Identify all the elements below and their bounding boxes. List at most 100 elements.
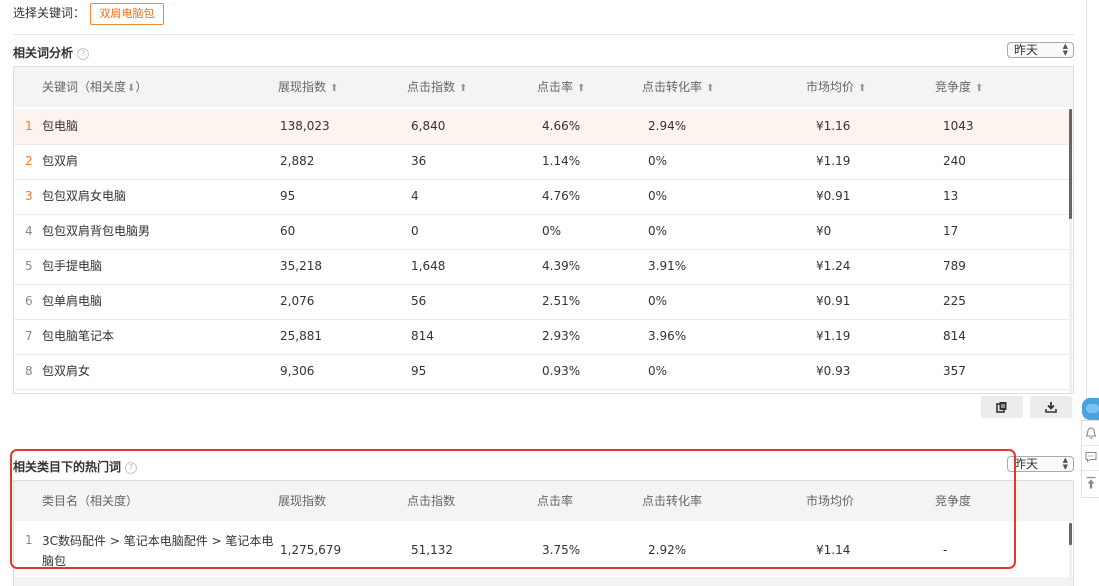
table-row[interactable]: 5 包手提电脑 35,218 1,648 4.39% 3.91% ¥1.24 789 [14, 249, 1073, 285]
row-ctr: 4.76% [542, 189, 581, 203]
bell-icon[interactable] [1085, 426, 1097, 440]
col-ctr[interactable]: 点击率 ⬆ [537, 67, 585, 109]
related-words-title: 相关词分析? [13, 44, 90, 61]
related-words-period-select[interactable]: 昨天 ▲ ▼ [1007, 42, 1074, 58]
copy-button[interactable] [981, 396, 1023, 418]
help-icon[interactable]: ? [125, 462, 138, 474]
sort-up-icon: ⬆ [858, 83, 867, 94]
col-price-label: 市场均价 [806, 80, 855, 94]
col-impressions[interactable]: 展现指数 ⬆ [278, 67, 338, 109]
period-select-value: 昨天 [1014, 457, 1039, 471]
scrollbar-track[interactable] [1069, 523, 1072, 586]
row-price: ¥1.14 [816, 543, 851, 557]
related-words-title-text: 相关词分析 [13, 46, 74, 60]
row-cvr: 2.92% [648, 543, 687, 557]
back-to-top-icon[interactable] [1085, 476, 1097, 490]
row-keyword: 包手提电脑 [42, 259, 103, 273]
col-competition[interactable]: 竞争度 ⬆ [935, 67, 983, 109]
table-row[interactable]: 7 包电脑笔记本 25,881 814 2.93% 3.96% ¥1.19 814 [14, 319, 1073, 355]
row-clicks: 4 [411, 189, 419, 203]
scrollbar-thumb[interactable] [1069, 523, 1072, 545]
row-cvr: 2.94% [648, 119, 687, 133]
row-rank: 1 [25, 533, 33, 547]
col-price: 市场均价 [806, 494, 855, 508]
row-impressions: 60 [280, 224, 296, 238]
table-row[interactable]: 8 包双肩女 9,306 95 0.93% 0% ¥0.93 357 [14, 354, 1073, 390]
keyword-selector-label: 选择关键词： [13, 6, 86, 20]
row-clicks: 56 [411, 294, 427, 308]
row-rank: 2 [25, 154, 33, 168]
row-rank: 4 [25, 224, 33, 238]
table-header: 关键词（相关度⬇） 展现指数 ⬆ 点击指数 ⬆ 点击率 ⬆ 点击转化率 ⬆ 市场均价 ⬆ … [14, 67, 1073, 107]
table-row[interactable]: 2 包双肩 2,882 36 1.14% 0% ¥1.19 240 [14, 144, 1073, 180]
row-category-line2: 脑包 [42, 554, 67, 568]
sort-up-icon: ⬆ [706, 83, 715, 94]
row-keyword: 包包双肩背包电脑男 [42, 224, 151, 238]
row-rank: 8 [25, 364, 33, 378]
divider [1082, 445, 1099, 446]
row-keyword: 包单肩电脑 [42, 294, 103, 308]
col-price[interactable]: 市场均价 ⬆ [806, 67, 866, 109]
row-ctr: 4.66% [542, 119, 581, 133]
row-impressions: 2,882 [280, 154, 315, 168]
row-cvr: 3.96% [648, 329, 687, 343]
download-button[interactable] [1030, 396, 1072, 418]
row-clicks: 95 [411, 364, 427, 378]
row-competition: 13 [943, 189, 959, 203]
row-competition: 1043 [943, 119, 974, 133]
row-price: ¥1.19 [816, 154, 851, 168]
row-clicks: 51,132 [411, 543, 453, 557]
copy-icon [996, 402, 1007, 413]
row-competition: 814 [943, 329, 966, 343]
row-category: 3C数码配件 > 笔记本电脑配件 > 笔记本电 脑包 [42, 531, 273, 571]
col-impressions: 展现指数 [278, 494, 327, 508]
row-cvr: 3.91% [648, 259, 687, 273]
scrollbar-thumb[interactable] [1069, 109, 1072, 219]
col-clicks: 点击指数 [407, 494, 456, 508]
side-toolbar [1081, 420, 1099, 498]
col-clicks[interactable]: 点击指数 ⬆ [407, 67, 467, 109]
row-cvr: 0% [648, 364, 668, 378]
row-impressions: 1,275,679 [280, 543, 342, 557]
table-row-partial [14, 577, 1073, 586]
row-keyword: 包双肩女 [42, 364, 91, 378]
row-clicks: 814 [411, 329, 434, 343]
table-row[interactable]: 4 包包双肩背包电脑男 60 0 0% 0% ¥0 17 [14, 214, 1073, 250]
select-arrows-icon: ▲ ▼ [1062, 456, 1068, 471]
table-row[interactable]: 1 包电脑 138,023 6,840 4.66% 2.94% ¥1.16 1043 [14, 109, 1073, 145]
row-keyword: 包电脑笔记本 [42, 329, 115, 343]
highlight-box [10, 449, 1016, 569]
row-ctr: 2.93% [542, 329, 581, 343]
row-cvr: 0% [648, 154, 668, 168]
scrollbar-track[interactable] [1069, 109, 1072, 393]
row-competition: 357 [943, 364, 966, 378]
help-icon[interactable]: ? [77, 48, 90, 60]
row-rank: 6 [25, 294, 33, 308]
table-row[interactable]: 6 包单肩电脑 2,076 56 2.51% 0% ¥0.91 225 [14, 284, 1073, 320]
row-price: ¥0.93 [816, 364, 851, 378]
col-keyword-suffix: ） [135, 80, 148, 94]
selected-keyword-tag[interactable]: 双肩电脑包 [90, 3, 164, 25]
period-select-value: 昨天 [1014, 43, 1039, 57]
row-competition: 225 [943, 294, 966, 308]
col-keyword[interactable]: 关键词（相关度⬇） [42, 67, 147, 109]
chat-bubble-icon[interactable] [1082, 398, 1099, 420]
table-row[interactable]: 1 3C数码配件 > 笔记本电脑配件 > 笔记本电 脑包 1,275,679 5… [14, 522, 1073, 576]
message-icon[interactable] [1085, 451, 1097, 463]
row-price: ¥0 [816, 224, 832, 238]
sort-up-icon: ⬆ [975, 83, 984, 94]
row-clicks: 1,648 [411, 259, 446, 273]
sort-up-icon: ⬆ [577, 83, 586, 94]
row-cvr: 0% [648, 224, 668, 238]
col-cvr[interactable]: 点击转化率 ⬆ [642, 67, 714, 109]
table-row[interactable]: 3 包包双肩女电脑 95 4 4.76% 0% ¥0.91 13 [14, 179, 1073, 215]
col-competition: 竞争度 [935, 494, 972, 508]
row-impressions: 25,881 [280, 329, 322, 343]
hot-words-period-select[interactable]: 昨天 ▲ ▼ [1007, 456, 1074, 472]
row-ctr: 2.51% [542, 294, 581, 308]
col-cvr: 点击转化率 [642, 494, 703, 508]
row-price: ¥1.16 [816, 119, 851, 133]
row-impressions: 9,306 [280, 364, 315, 378]
col-ctr: 点击率 [537, 494, 574, 508]
sort-up-icon: ⬆ [459, 83, 468, 94]
